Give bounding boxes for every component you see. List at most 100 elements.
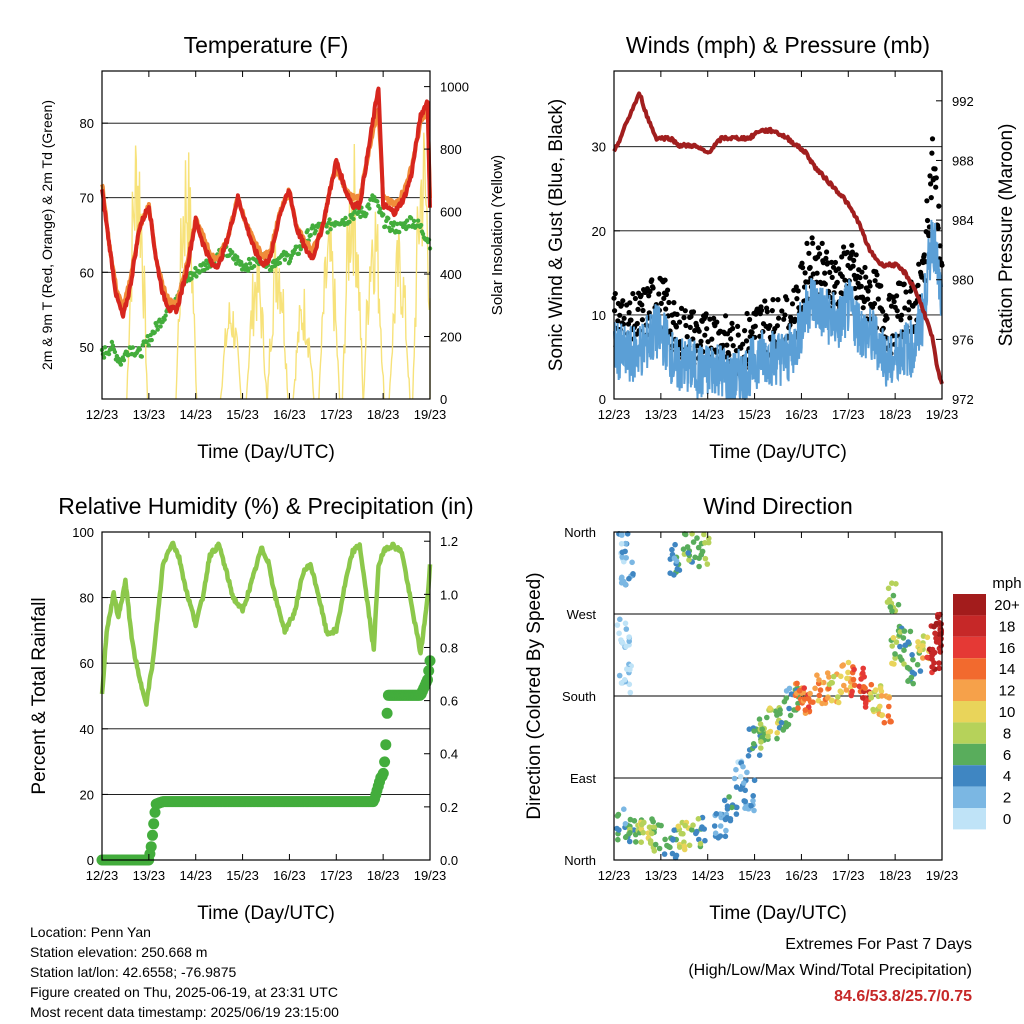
temperature-title: Temperature (F): [184, 32, 349, 58]
direction-point: [689, 827, 695, 833]
winds-panel: 0 10 20 30 972 976 980 984 988 992 12/23 13/23 14/23…: [546, 32, 1017, 463]
gust-point: [850, 263, 856, 269]
direction-point: [828, 679, 834, 686]
direction-xtick-label: 13/23: [645, 868, 678, 883]
gust-point: [696, 328, 702, 334]
gust-point: [827, 269, 833, 275]
temperature-y2tick-label: 200: [440, 330, 462, 345]
direction-point: [907, 628, 914, 635]
direction-point: [724, 803, 731, 809]
winds-ylabel-right: Station Pressure (Maroon): [996, 124, 1017, 347]
direction-point: [621, 677, 628, 683]
direction-point: [824, 670, 831, 676]
gust-point: [814, 270, 820, 276]
dewpoint-point: [152, 330, 157, 335]
direction-point: [742, 798, 748, 805]
dewpoint-point: [149, 337, 154, 343]
dewpoint-point: [308, 233, 313, 238]
gust-point: [899, 312, 905, 318]
gust-point: [647, 288, 653, 295]
gust-point: [730, 325, 736, 332]
direction-point: [861, 674, 867, 680]
direction-point: [816, 692, 823, 699]
direction-point: [915, 639, 921, 645]
direction-point: [879, 712, 886, 718]
direction-ytick-label: South: [562, 689, 596, 704]
direction-point: [614, 813, 621, 819]
gust-point: [810, 240, 816, 246]
direction-point: [656, 845, 663, 852]
gust-point: [666, 299, 672, 306]
humidity-xtick-label: 12/23: [86, 868, 119, 883]
direction-point: [742, 787, 748, 794]
direction-point: [696, 563, 702, 570]
gust-point: [919, 274, 925, 280]
direction-xtick-label: 15/23: [738, 868, 771, 883]
direction-point: [616, 630, 622, 637]
direction-point: [860, 665, 866, 672]
humidity-ytick-label: 20: [80, 787, 94, 802]
gust-point: [924, 198, 930, 204]
direction-point: [638, 839, 644, 845]
direction-point: [614, 622, 621, 628]
direction-point: [721, 797, 728, 804]
gust-point: [621, 315, 627, 321]
gust-point: [863, 274, 869, 280]
gust-point: [658, 300, 664, 306]
direction-point: [684, 544, 691, 550]
direction-point: [622, 821, 629, 827]
direction-point: [619, 532, 625, 538]
gust-point: [865, 288, 871, 294]
direction-point: [901, 628, 908, 634]
gust-point: [620, 298, 626, 304]
temperature-xlabel: Time (Day/UTC): [197, 442, 335, 463]
direction-point: [629, 559, 635, 566]
direction-point: [938, 631, 944, 637]
direction-point: [861, 684, 867, 690]
solar-insolation-line-6: [318, 220, 341, 400]
extremes-subtitle: (High/Low/Max Wind/Total Precipitation): [688, 962, 972, 979]
gust-point: [646, 293, 652, 299]
gust-point: [849, 242, 855, 248]
gust-point: [817, 251, 823, 257]
humidity-y2tick-label: 0.0: [440, 853, 458, 868]
direction-point: [745, 753, 752, 759]
direction-point: [910, 680, 916, 687]
gust-point: [867, 283, 873, 289]
direction-point: [737, 786, 744, 792]
gust-point: [662, 277, 668, 283]
temperature-xtick-label: 18/23: [367, 407, 400, 422]
direction-point: [802, 707, 809, 713]
temperature-xtick-label: 16/23: [273, 407, 306, 422]
winds-ytick-label: 30: [592, 140, 606, 155]
dewpoint-point: [305, 228, 310, 233]
direction-point: [741, 780, 747, 786]
gust-point: [800, 265, 806, 271]
gust-point: [907, 288, 914, 294]
winds-y2tick-label: 984: [952, 213, 974, 228]
gust-point: [698, 338, 704, 344]
winds-y2tick-label: 992: [952, 94, 974, 109]
pressure-line: [612, 91, 944, 385]
direction-point: [851, 666, 857, 673]
temperature-xtick-label: 14/23: [179, 407, 212, 422]
direction-point: [892, 655, 898, 661]
direction-point: [917, 668, 924, 674]
speed-legend-swatch: [953, 765, 986, 787]
direction-point: [756, 716, 763, 722]
speed-legend-label: 12: [999, 683, 1016, 700]
direction-point: [817, 687, 824, 693]
direction-point: [680, 831, 686, 837]
direction-point: [887, 718, 894, 724]
dewpoint-point: [140, 342, 145, 348]
precip-point: [377, 767, 389, 779]
gust-point: [793, 284, 799, 290]
gust-point: [829, 259, 835, 265]
speed-legend-label: 16: [999, 640, 1016, 657]
direction-point: [672, 855, 679, 861]
direction-point: [661, 851, 668, 857]
humidity-xtick-label: 13/23: [133, 868, 166, 883]
direction-point: [885, 713, 892, 719]
gust-point: [823, 255, 829, 261]
